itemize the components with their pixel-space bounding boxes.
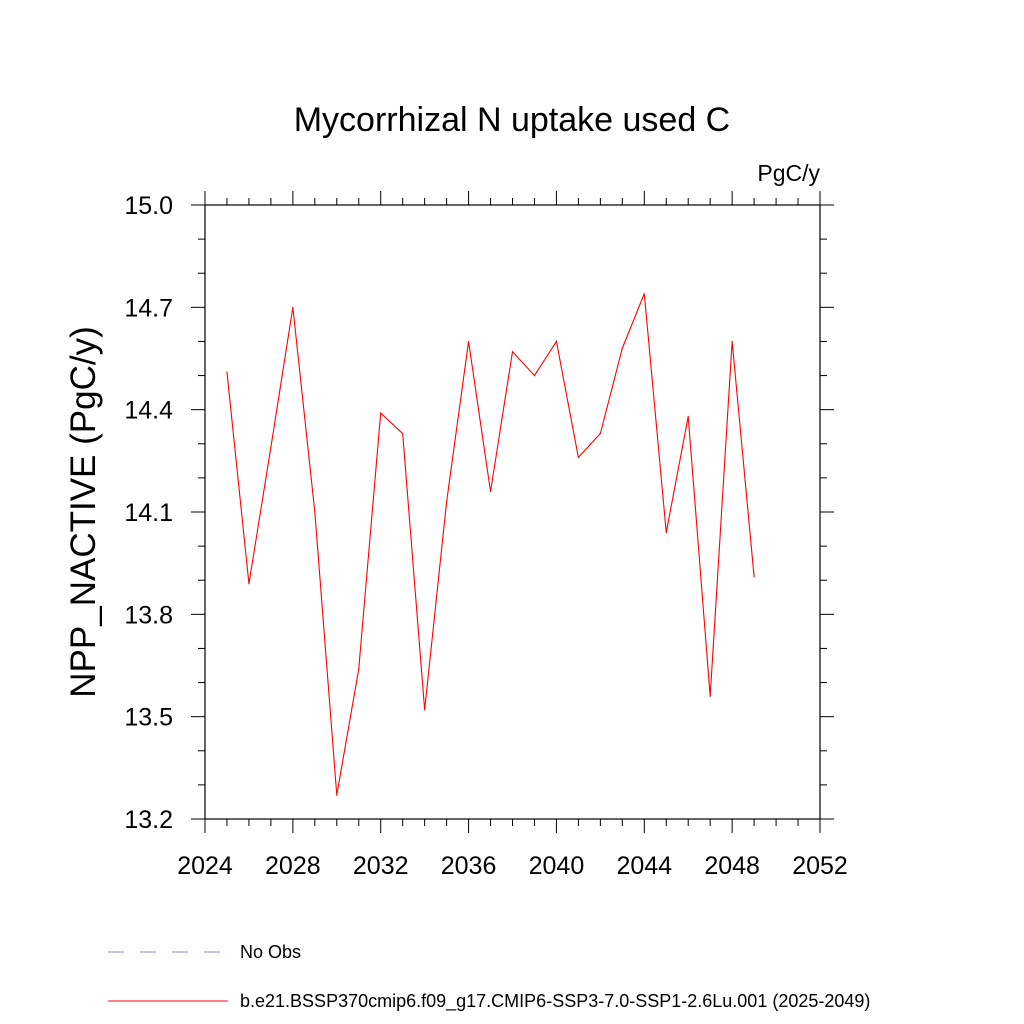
- y-tick-label: 14.4: [124, 397, 173, 425]
- x-tick-label: 2040: [529, 852, 585, 880]
- legend-label: No Obs: [240, 942, 301, 962]
- data-point: [292, 306, 294, 308]
- y-tick-label: 14.1: [124, 499, 173, 527]
- y-tick-label: 13.8: [124, 601, 173, 629]
- data-point: [380, 412, 382, 414]
- data-point: [489, 490, 492, 493]
- data-point: [226, 371, 228, 373]
- y-tick-label: 15.0: [124, 192, 173, 220]
- x-axis-tick-labels: 2024 2028 2032 2036 2040 2044 2048 2052: [177, 852, 848, 880]
- y-axis-label: NPP_NACTIVE (PgC/y): [64, 326, 103, 697]
- data-point: [314, 511, 316, 513]
- y-tick-label: 13.2: [124, 806, 173, 834]
- data-point: [599, 432, 601, 435]
- data-series: [226, 293, 755, 796]
- y-axis-tick-labels: 13.2 13.5 13.8 14.1 14.4 14.7 15.0: [124, 192, 173, 834]
- legend: No Obs b.e21.BSSP370cmip6.f09_g17.CMIP6-S…: [108, 942, 870, 1012]
- data-point: [643, 293, 645, 295]
- x-tick-label: 2028: [265, 852, 321, 880]
- data-point: [621, 347, 623, 349]
- x-tick-label: 2036: [441, 852, 497, 880]
- data-point: [753, 576, 755, 578]
- data-point: [358, 668, 360, 670]
- y-tick-label: 14.7: [124, 294, 173, 322]
- data-point: [665, 531, 667, 534]
- plot-frame: [204, 204, 821, 820]
- data-point: [424, 709, 426, 711]
- x-tick-label: 2052: [792, 852, 848, 880]
- y-tick-label: 13.5: [124, 704, 173, 732]
- units-label: PgC/y: [757, 160, 820, 186]
- axis-ticks: [191, 191, 834, 833]
- x-tick-label: 2044: [616, 852, 672, 880]
- legend-label: b.e21.BSSP370cmip6.f09_g17.CMIP6-SSP3-7.…: [240, 991, 870, 1012]
- data-point: [555, 340, 558, 343]
- data-point: [709, 695, 711, 697]
- data-point: [511, 351, 514, 353]
- chart-title: Mycorrhizal N uptake used C: [294, 101, 731, 139]
- x-tick-label: 2048: [704, 852, 760, 880]
- data-point: [402, 432, 404, 435]
- x-tick-label: 2032: [353, 852, 409, 880]
- data-point: [731, 340, 733, 343]
- data-point: [687, 415, 689, 418]
- x-tick-label: 2024: [177, 852, 233, 880]
- data-point: [336, 794, 338, 796]
- data-point: [577, 456, 579, 459]
- data-point: [248, 583, 250, 585]
- data-point: [533, 374, 536, 377]
- series-line: [226, 293, 755, 796]
- data-point: [446, 501, 448, 503]
- data-point: [467, 340, 470, 343]
- data-point: [270, 446, 272, 448]
